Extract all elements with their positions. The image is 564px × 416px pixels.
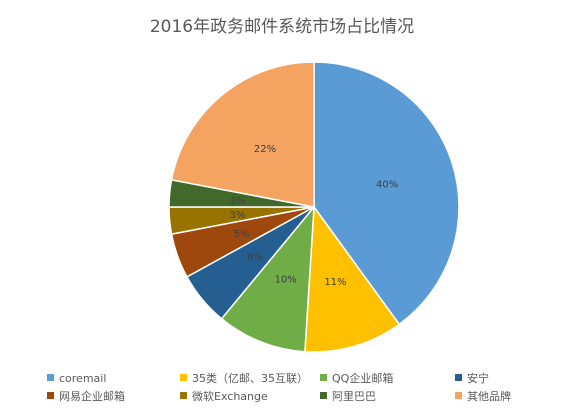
pie-slice: [170, 61, 315, 208]
pie-slice: [313, 61, 460, 326]
legend-swatch: [180, 392, 187, 399]
pie-slice: [220, 204, 315, 353]
legend-item: 其他品牌: [455, 389, 511, 405]
legend-item: 阿里巴巴: [320, 389, 376, 405]
slice-label: 5%: [234, 229, 250, 240]
legend-label: 微软Exchange: [192, 390, 268, 403]
legend-item: QQ企业邮箱: [320, 371, 393, 387]
pie-slice: [304, 204, 401, 353]
slice-label: 3%: [230, 196, 246, 207]
legend-swatch: [47, 392, 54, 399]
slice-label: 11%: [324, 277, 346, 288]
chart-title: 2016年政务邮件系统市场占比情况: [149, 17, 415, 37]
legend-label: 网易企业邮箱: [59, 390, 125, 403]
legend-label: 35类（亿邮、35互联）: [192, 372, 308, 385]
legend-item: 微软Exchange: [180, 389, 268, 405]
slice-label: 22%: [254, 144, 276, 155]
slice-label: 10%: [275, 274, 297, 285]
slice-label: 3%: [230, 210, 246, 221]
legend-swatch: [320, 374, 327, 381]
legend-swatch: [180, 374, 187, 381]
legend-swatch: [455, 392, 462, 399]
legend-label: coremail: [59, 372, 107, 385]
slice-label: 40%: [376, 179, 398, 190]
slice-label: 6%: [247, 252, 263, 263]
legend-swatch: [455, 374, 462, 381]
legend-item: 安宁: [455, 371, 489, 387]
legend-item: 网易企业邮箱: [47, 389, 125, 405]
legend-swatch: [320, 392, 327, 399]
legend-label: 其他品牌: [467, 390, 511, 403]
legend-label: QQ企业邮箱: [332, 372, 394, 385]
legend-label: 阿里巴巴: [332, 390, 376, 403]
legend-swatch: [47, 374, 54, 381]
legend-item: 35类（亿邮、35互联）: [180, 371, 308, 387]
legend-item: coremail: [47, 371, 106, 387]
legend-label: 安宁: [467, 372, 489, 385]
